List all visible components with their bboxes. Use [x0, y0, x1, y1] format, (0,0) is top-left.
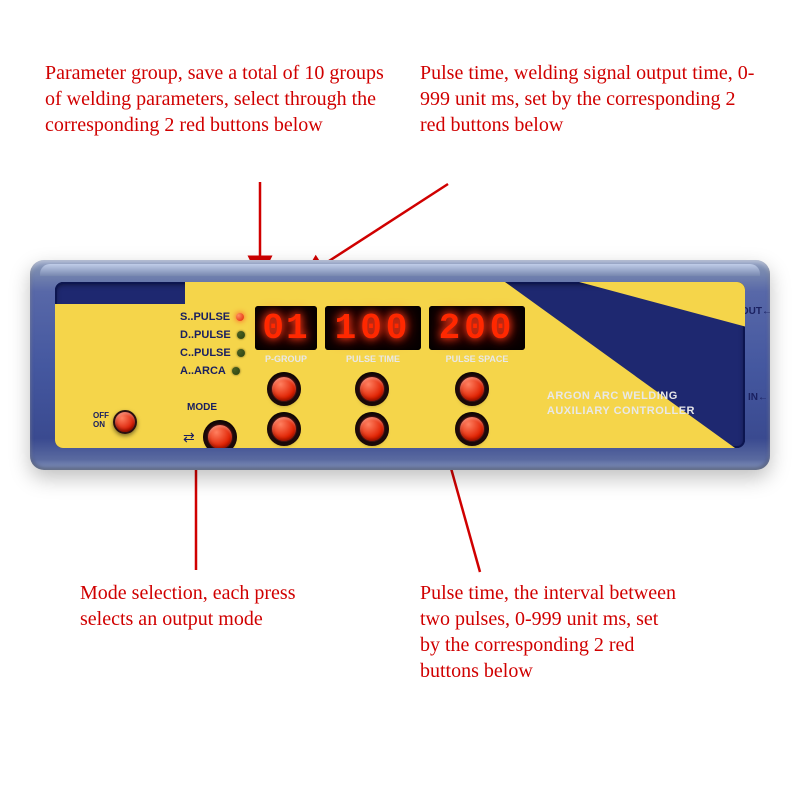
display-pulse-time: 100 [325, 306, 421, 350]
mode-led-off [237, 331, 245, 339]
off-label: OFF [93, 411, 109, 420]
mode-led-off [232, 367, 240, 375]
pulse-space-down-button[interactable] [459, 416, 485, 442]
mode-button[interactable] [207, 424, 233, 448]
annotation-param-group: Parameter group, save a total of 10 grou… [45, 60, 385, 138]
mode-led-on [236, 313, 244, 321]
pulse-time-up-button[interactable] [359, 376, 385, 402]
brand-line1: ARGON ARC WELDING [547, 390, 678, 402]
port-in-label: IN← [748, 392, 768, 403]
welding-controller-device: OUT← IN← OFF ON S..PULSE D..PULSE C..PUL… [30, 260, 770, 470]
faceplate: OFF ON S..PULSE D..PULSE C..PULSE A..ARC… [55, 282, 745, 448]
mode-led-off [237, 349, 245, 357]
mode-row-d-pulse: D..PULSE [180, 326, 245, 344]
display-labels: P-GROUP PULSE TIME PULSE SPACE [255, 354, 525, 364]
p-group-down-button[interactable] [271, 416, 297, 442]
display-pulse-space: 200 [429, 306, 525, 350]
on-label: ON [93, 420, 105, 429]
mode-row-a-arca: A..ARCA [180, 362, 245, 380]
pulse-time-down-button[interactable] [359, 416, 385, 442]
p-group-up-button[interactable] [271, 376, 297, 402]
annotation-pulse-space: Pulse time, the interval between two pul… [420, 580, 680, 684]
mode-row-s-pulse: S..PULSE [180, 308, 245, 326]
mode-label: A..ARCA [180, 365, 226, 377]
cycle-icon: ⇄ [183, 430, 195, 447]
display-p-group: 01 [255, 306, 317, 350]
brand-text: ARGON ARC WELDING AUXILIARY CONTROLLER [547, 389, 695, 418]
power-label: OFF ON [93, 412, 109, 430]
mode-button-label: MODE [187, 402, 217, 413]
label-p-group: P-GROUP [255, 354, 317, 364]
label-pulse-space: PULSE SPACE [429, 354, 525, 364]
power-button[interactable] [113, 410, 137, 434]
mode-row-c-pulse: C..PULSE [180, 344, 245, 362]
mode-label: D..PULSE [180, 329, 231, 341]
pulse-space-up-button[interactable] [459, 376, 485, 402]
label-pulse-time: PULSE TIME [325, 354, 421, 364]
annotation-mode-selection: Mode selection, each press selects an ou… [80, 580, 340, 632]
port-out-label: OUT← [741, 306, 772, 317]
mode-label: S..PULSE [180, 311, 230, 323]
mode-label: C..PULSE [180, 347, 231, 359]
enclosure-top-edge [40, 264, 760, 276]
annotation-pulse-time: Pulse time, welding signal output time, … [420, 60, 760, 138]
mode-list: S..PULSE D..PULSE C..PULSE A..ARCA [180, 308, 245, 380]
display-group: 01 100 200 [255, 306, 525, 350]
brand-line2: AUXILIARY CONTROLLER [547, 405, 695, 417]
